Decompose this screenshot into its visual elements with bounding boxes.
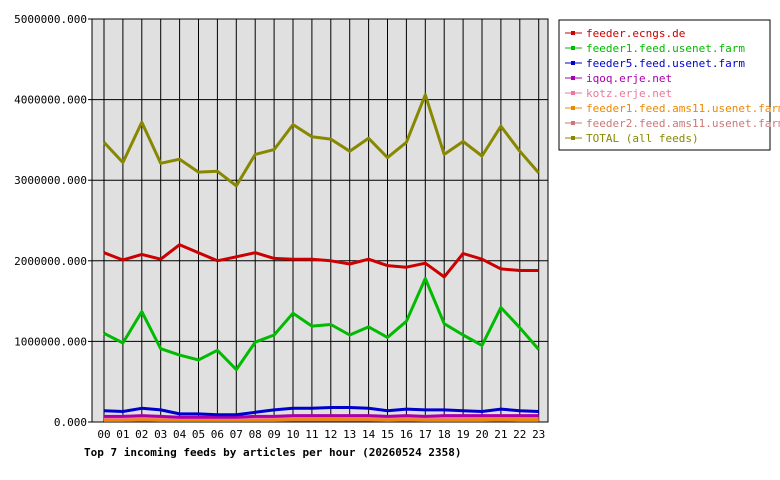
y-tick-label: 1000000.000 — [14, 335, 87, 348]
x-tick-label: 05 — [192, 428, 205, 441]
x-tick-label: 21 — [494, 428, 507, 441]
legend-marker — [571, 76, 575, 80]
legend-box — [558, 19, 771, 151]
y-tick-label: 2000000.000 — [14, 255, 87, 268]
series-line — [104, 417, 539, 422]
x-tick-label: 22 — [513, 428, 526, 441]
legend-label: feeder2.feed.ams11.usenet.farm — [586, 117, 780, 130]
x-tick-label: 01 — [116, 428, 129, 441]
legend-label: TOTAL (all feeds) — [586, 132, 699, 145]
legend-label: kotz.erje.net — [586, 87, 672, 100]
legend-label: iqoq.erje.net — [586, 72, 672, 85]
y-tick-label: 5000000.000 — [14, 13, 87, 26]
x-tick-label: 13 — [343, 428, 356, 441]
y-tick-label: 3000000.000 — [14, 174, 87, 187]
x-tick-label: 15 — [381, 428, 394, 441]
x-tick-label: 08 — [249, 428, 262, 441]
x-tick-label: 09 — [267, 428, 280, 441]
x-tick-label: 04 — [173, 428, 187, 441]
legend-marker — [571, 61, 575, 65]
legend-marker — [571, 91, 575, 95]
legend-label: feeder1.feed.ams11.usenet.farm — [586, 102, 780, 115]
chart-title: Top 7 incoming feeds by articles per hou… — [84, 446, 462, 459]
series-line — [104, 414, 539, 419]
legend-label: feeder1.feed.usenet.farm — [586, 42, 745, 55]
x-tick-label: 10 — [286, 428, 299, 441]
axis-labels: 00 01 02 03 04 05 06 07 08 09 10 11 12 13 14 15 16 17 18 19… — [14, 13, 545, 441]
x-tick-label: 00 — [97, 428, 110, 441]
x-tick-label: 12 — [324, 428, 337, 441]
series-line — [103, 406, 539, 417]
x-tick-label: 02 — [135, 428, 148, 441]
x-tick-label: 11 — [305, 428, 318, 441]
legend-marker — [571, 46, 575, 50]
x-tick-label: 19 — [456, 428, 469, 441]
series-line — [103, 277, 540, 372]
x-tick-label: 16 — [400, 428, 413, 441]
x-tick-label: 18 — [438, 428, 451, 441]
series-lines — [102, 93, 540, 422]
legend-marker — [571, 136, 575, 140]
grid-lines — [88, 18, 548, 423]
legend-marker — [571, 31, 575, 35]
legend-marker — [571, 121, 575, 125]
x-tick-label: 23 — [532, 428, 545, 441]
legend-marker — [571, 106, 575, 110]
x-tick-label: 06 — [211, 428, 224, 441]
x-tick-label: 20 — [475, 428, 488, 441]
plot-area — [91, 18, 549, 423]
series-line — [102, 93, 540, 188]
y-tick-label: 4000000.000 — [14, 94, 87, 107]
legend-label: feeder5.feed.usenet.farm — [586, 57, 745, 70]
legend: feeder.ecngs.de feeder1.feed.usenet.farm f… — [565, 27, 780, 145]
legend-label: feeder.ecngs.de — [586, 27, 685, 40]
x-tick-label: 14 — [362, 428, 376, 441]
x-tick-label: 03 — [154, 428, 167, 441]
x-tick-label: 17 — [419, 428, 432, 441]
y-tick-label: 0.000 — [54, 416, 87, 429]
series-line — [103, 243, 539, 279]
x-tick-label: 07 — [230, 428, 243, 441]
